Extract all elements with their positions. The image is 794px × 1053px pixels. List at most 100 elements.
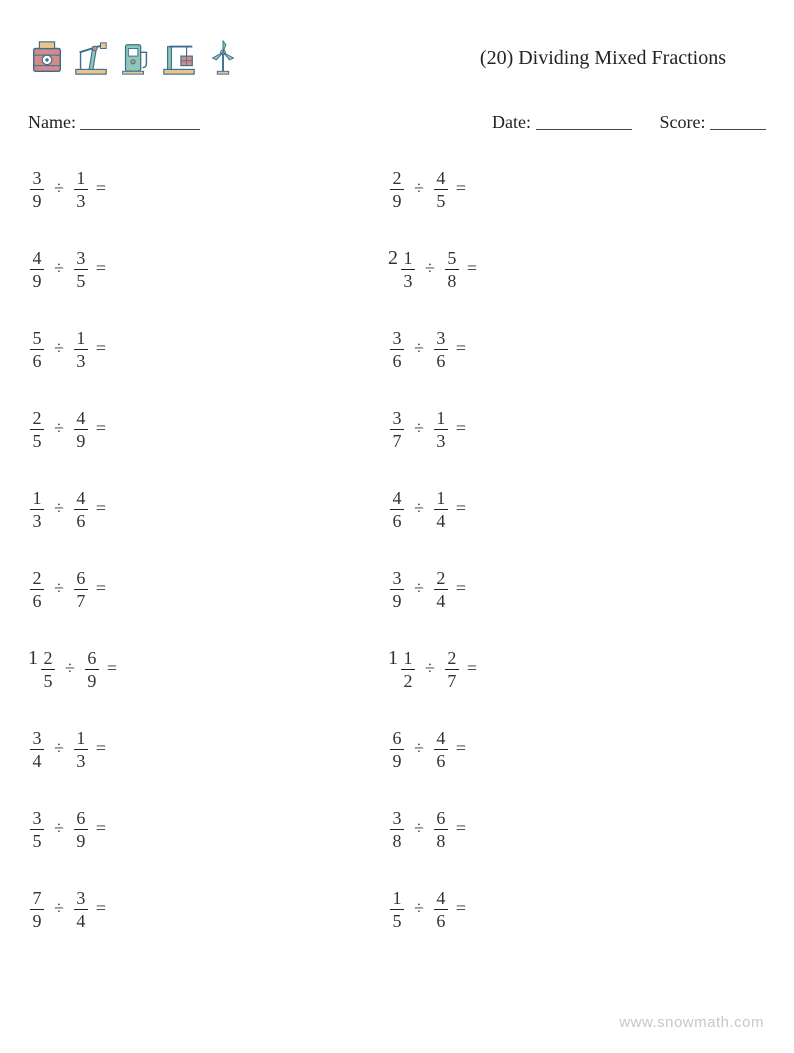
numerator: 4 xyxy=(76,409,85,428)
problem: 35÷69 = xyxy=(28,805,388,851)
equals-sign: = xyxy=(96,418,106,439)
denominator: 6 xyxy=(393,511,402,530)
fraction-bar xyxy=(390,349,404,350)
fraction-bar xyxy=(30,749,44,750)
fraction-bar xyxy=(74,269,88,270)
name-blank[interactable] xyxy=(80,115,200,130)
equals-sign: = xyxy=(467,658,477,679)
fraction: 13 xyxy=(434,409,448,450)
fraction: 56 xyxy=(30,329,44,370)
fraction: 34 xyxy=(74,889,88,930)
denominator: 3 xyxy=(436,431,445,450)
whole-part: 1 xyxy=(28,647,38,669)
date-blank[interactable] xyxy=(536,115,632,130)
name-label: Name: xyxy=(28,112,76,132)
problem: 39÷13 = xyxy=(28,165,388,211)
denominator: 5 xyxy=(76,271,85,290)
fraction-bar xyxy=(30,509,44,510)
division-operator: ÷ xyxy=(54,498,64,519)
numerator: 1 xyxy=(404,649,413,668)
equals-sign: = xyxy=(456,738,466,759)
denominator: 9 xyxy=(393,751,402,770)
fraction: 34 xyxy=(30,729,44,770)
denominator: 8 xyxy=(393,831,402,850)
score-blank[interactable] xyxy=(710,115,766,130)
denominator: 9 xyxy=(76,431,85,450)
fraction-bar xyxy=(434,349,448,350)
denominator: 9 xyxy=(33,191,42,210)
numerator: 1 xyxy=(436,489,445,508)
division-operator: ÷ xyxy=(54,178,64,199)
equals-sign: = xyxy=(96,258,106,279)
fraction-bar xyxy=(434,909,448,910)
fraction-bar xyxy=(74,909,88,910)
problem: 34÷13 = xyxy=(28,725,388,771)
fraction: 14 xyxy=(434,489,448,530)
numerator: 3 xyxy=(76,889,85,908)
denominator: 9 xyxy=(393,191,402,210)
equals-sign: = xyxy=(96,738,106,759)
denominator: 8 xyxy=(436,831,445,850)
fuel-pump-icon xyxy=(116,39,154,77)
fraction: 13 xyxy=(74,169,88,210)
denominator: 6 xyxy=(393,351,402,370)
fraction: 15 xyxy=(390,889,404,930)
denominator: 9 xyxy=(76,831,85,850)
problem: 38÷68 = xyxy=(388,805,748,851)
fraction: 58 xyxy=(445,249,459,290)
fraction-bar xyxy=(30,429,44,430)
fraction-bar xyxy=(30,189,44,190)
fraction-bar xyxy=(74,349,88,350)
oil-pump-icon xyxy=(72,39,110,77)
denominator: 6 xyxy=(436,911,445,930)
fraction-bar xyxy=(85,669,99,670)
fraction: 37 xyxy=(390,409,404,450)
division-operator: ÷ xyxy=(414,418,424,439)
denominator: 9 xyxy=(87,671,96,690)
denominator: 3 xyxy=(404,271,413,290)
page-title: (20) Dividing Mixed Fractions xyxy=(480,47,766,70)
denominator: 6 xyxy=(33,591,42,610)
denominator: 4 xyxy=(436,591,445,610)
numerator: 4 xyxy=(436,169,445,188)
fraction: 69 xyxy=(74,809,88,850)
numerator: 3 xyxy=(393,569,402,588)
problem: 36÷36 = xyxy=(388,325,748,371)
numerator: 4 xyxy=(76,489,85,508)
equals-sign: = xyxy=(96,178,106,199)
problem: 13÷46 = xyxy=(28,485,388,531)
division-operator: ÷ xyxy=(414,338,424,359)
fraction: 46 xyxy=(434,729,448,770)
equals-sign: = xyxy=(96,498,106,519)
fraction: 45 xyxy=(434,169,448,210)
fraction-bar xyxy=(434,429,448,430)
numerator: 4 xyxy=(436,889,445,908)
fraction: 29 xyxy=(390,169,404,210)
fraction-bar xyxy=(390,589,404,590)
equals-sign: = xyxy=(96,338,106,359)
numerator: 1 xyxy=(76,329,85,348)
numerator: 3 xyxy=(33,729,42,748)
fraction: 35 xyxy=(30,809,44,850)
whole-part: 1 xyxy=(388,647,398,669)
fraction: 26 xyxy=(30,569,44,610)
division-operator: ÷ xyxy=(414,178,424,199)
numerator: 3 xyxy=(436,329,445,348)
footer-text: www.snowmath.com xyxy=(619,1014,764,1031)
score-field: Score: xyxy=(660,112,766,133)
fraction-bar xyxy=(74,589,88,590)
numerator: 1 xyxy=(436,409,445,428)
fraction: 13 xyxy=(401,249,415,290)
problem: 37÷13 = xyxy=(388,405,748,451)
numerator: 3 xyxy=(393,409,402,428)
numerator: 1 xyxy=(404,249,413,268)
denominator: 5 xyxy=(33,431,42,450)
numerator: 4 xyxy=(33,249,42,268)
fraction-bar xyxy=(434,189,448,190)
fraction-bar xyxy=(445,269,459,270)
equals-sign: = xyxy=(456,338,466,359)
whole-part: 2 xyxy=(388,247,398,269)
equals-sign: = xyxy=(456,498,466,519)
fraction: 46 xyxy=(434,889,448,930)
numerator: 3 xyxy=(393,809,402,828)
